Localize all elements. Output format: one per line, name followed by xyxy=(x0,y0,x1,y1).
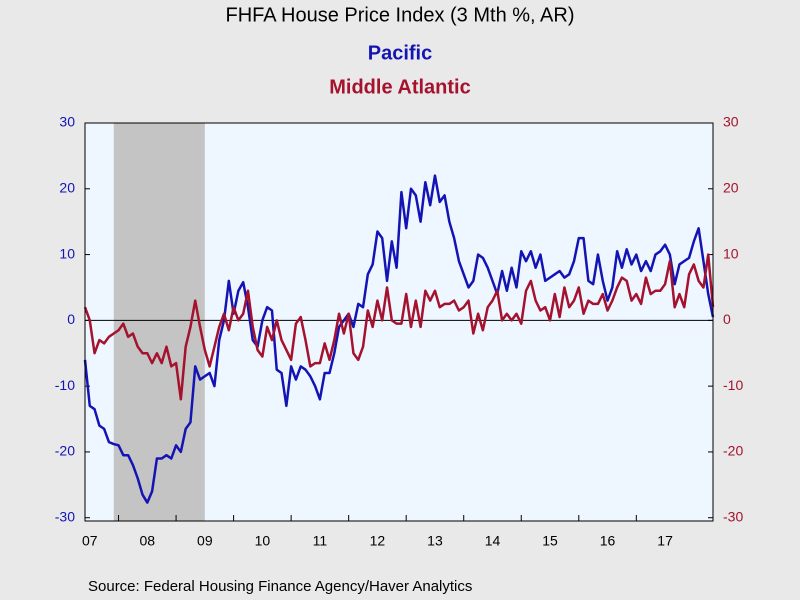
x-tick-label: 11 xyxy=(313,533,328,549)
y2-tick-label: 20 xyxy=(723,179,739,195)
y-tick-label: 0 xyxy=(67,311,75,327)
y-tick-label: 30 xyxy=(59,114,75,130)
y-tick-label: 20 xyxy=(59,179,75,195)
y-tick-label: -30 xyxy=(55,508,75,524)
y2-tick-label: 0 xyxy=(723,311,731,327)
x-tick-label: 15 xyxy=(542,533,558,549)
x-tick-label: 16 xyxy=(600,533,616,549)
x-tick-label: 07 xyxy=(82,533,98,549)
x-tick-label: 10 xyxy=(255,533,271,549)
y-tick-label: -20 xyxy=(55,443,75,459)
x-tick-label: 13 xyxy=(427,533,443,549)
y-tick-label: -10 xyxy=(55,377,75,393)
series-line xyxy=(83,174,715,504)
chart-title: FHFA House Price Index (3 Mth %, AR) xyxy=(225,4,574,26)
source-note: Source: Federal Housing Finance Agency/H… xyxy=(88,578,472,595)
y2-tick-label: -10 xyxy=(723,377,743,393)
y2-tick-label: -30 xyxy=(723,508,743,524)
y2-tick-label: 30 xyxy=(723,114,739,130)
x-tick-label: 08 xyxy=(140,533,156,549)
x-tick-label: 17 xyxy=(657,533,673,549)
legend-entry: Middle Atlantic xyxy=(329,76,470,98)
y2-tick-label: -20 xyxy=(723,443,743,459)
plot-frame xyxy=(84,122,714,522)
y-tick-label: 10 xyxy=(59,245,75,261)
x-tick-label: 12 xyxy=(370,533,386,549)
x-tick-label: 14 xyxy=(485,533,501,549)
series-line xyxy=(83,253,715,401)
legend-entry: Pacific xyxy=(368,42,432,64)
y2-tick-label: 10 xyxy=(723,245,739,261)
x-tick-label: 09 xyxy=(197,533,213,549)
